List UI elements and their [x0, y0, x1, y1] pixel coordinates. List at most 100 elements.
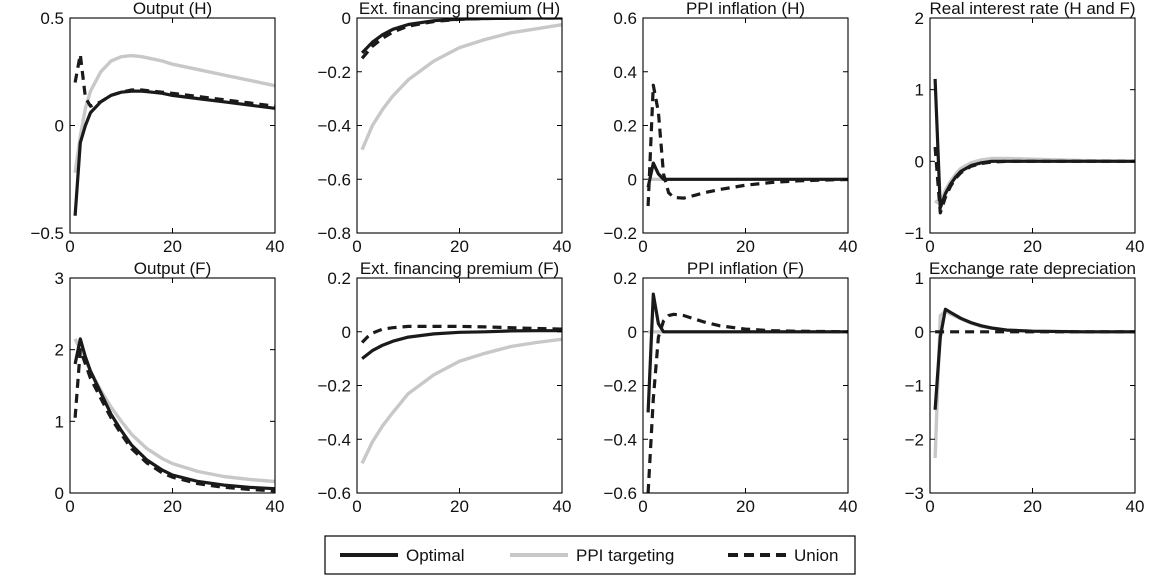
series-line-optimal: [73, 89, 275, 216]
series-line-union: [360, 324, 562, 344]
series-group: [73, 337, 275, 493]
x-tick-label: 40: [839, 237, 858, 256]
x-tick-label: 0: [65, 237, 74, 256]
panel-title: Ext. financing premium (H): [359, 0, 560, 18]
series-group: [73, 52, 275, 216]
y-tick-label: 0: [342, 9, 351, 28]
y-tick-label: −0.4: [317, 117, 351, 136]
axes-frame: [356, 17, 563, 234]
series-line-optimal: [933, 78, 1135, 210]
x-tick-label: 40: [553, 497, 572, 516]
series-line-optimal: [933, 307, 1135, 410]
y-tick-label: 0.6: [613, 9, 637, 28]
axes-frame: [642, 17, 849, 234]
series-group: [360, 18, 562, 151]
y-tick-label: −0.8: [317, 224, 351, 243]
y-tick-label: −0.6: [603, 484, 637, 503]
x-tick-label: 0: [352, 237, 361, 256]
y-tick-label: 3: [55, 269, 64, 288]
y-tick-label: 0.5: [40, 9, 64, 28]
x-tick-label: 40: [839, 497, 858, 516]
x-tick-label: 20: [450, 237, 469, 256]
y-tick-label: 0: [628, 170, 637, 189]
x-tick-label: 40: [266, 237, 285, 256]
panel-title: Output (H): [133, 0, 212, 18]
y-tick-label: −0.4: [317, 430, 351, 449]
series-line-ppi-targeting: [73, 338, 275, 484]
axes-frame: [642, 277, 849, 494]
panel-7: 0 20 40 −0.6 −0.4 −0.2 0 0.2 PPI inflation (F): [603, 259, 857, 516]
y-tick-label: 0: [55, 117, 64, 136]
y-tick-label: −1: [905, 224, 924, 243]
x-tick-label: 20: [163, 497, 182, 516]
series-group: [933, 78, 1135, 215]
x-tick-label: 20: [736, 237, 755, 256]
panel-title: PPI inflation (F): [687, 259, 804, 278]
y-tick-label: 0: [915, 152, 924, 171]
y-tick-label: −1: [905, 377, 924, 396]
x-tick-label: 0: [925, 237, 934, 256]
axes-frame: [69, 17, 276, 234]
y-tick-label: 2: [915, 9, 924, 28]
panel-6: 0 20 40 −0.6 −0.4 −0.2 0 0.2 Ext. financing prem…: [317, 259, 571, 516]
panel-title: Real interest rate (H and F): [930, 0, 1136, 18]
legend: Optimal PPI targeting Union: [324, 535, 856, 575]
x-tick-label: 40: [1126, 497, 1145, 516]
y-tick-label: −0.4: [603, 430, 637, 449]
x-tick-label: 20: [736, 497, 755, 516]
y-tick-label: −0.2: [317, 377, 351, 396]
series-line-union: [360, 18, 562, 60]
legend-label-optimal: Optimal: [406, 546, 465, 565]
series-line-union: [646, 312, 848, 493]
y-tick-label: 0: [628, 323, 637, 342]
x-tick-label: 20: [450, 497, 469, 516]
panel-title: PPI inflation (H): [686, 0, 805, 18]
series-line-ppi-targeting: [360, 337, 562, 465]
x-tick-label: 0: [638, 237, 647, 256]
series-line-union: [73, 348, 275, 493]
series-line-union: [646, 83, 848, 207]
legend-label-ppi-targeting: PPI targeting: [576, 546, 674, 565]
series-group: [646, 292, 848, 493]
y-tick-label: 2: [55, 341, 64, 360]
series-line-ppi-targeting: [73, 53, 275, 174]
y-tick-label: −2: [905, 430, 924, 449]
x-tick-label: 40: [553, 237, 572, 256]
series-line-union: [933, 146, 1135, 215]
axes-frame: [356, 277, 563, 494]
y-tick-label: −0.5: [30, 224, 64, 243]
panel-8: 0 20 40 −3 −2 −1 0 1 Exchange rate depreciation: [905, 259, 1145, 516]
series-line-union: [73, 52, 275, 108]
y-tick-label: −0.2: [603, 377, 637, 396]
series-group: [360, 324, 562, 465]
legend-label-union: Union: [794, 546, 838, 565]
y-tick-label: −0.6: [317, 484, 351, 503]
y-tick-label: 1: [915, 269, 924, 288]
y-tick-label: 0: [915, 323, 924, 342]
series-group: [646, 83, 848, 207]
x-tick-label: 0: [352, 497, 361, 516]
y-tick-label: 1: [915, 81, 924, 100]
series-line-optimal: [361, 329, 562, 360]
x-tick-label: 40: [1126, 237, 1145, 256]
series-line-ppi-targeting: [360, 23, 562, 151]
panel-2: 0 20 40 −0.8 −0.6 −0.4 −0.2 0 Ext. financing pre…: [317, 0, 571, 256]
series-line-ppi-targeting: [934, 156, 1135, 206]
x-tick-label: 20: [163, 237, 182, 256]
y-tick-label: 0: [342, 323, 351, 342]
panel-title: Output (F): [134, 259, 211, 278]
x-tick-label: 40: [266, 497, 285, 516]
y-tick-label: 1: [55, 412, 64, 431]
y-tick-label: −0.2: [603, 224, 637, 243]
panel-title: Exchange rate depreciation: [929, 259, 1136, 278]
series-line-optimal: [646, 292, 848, 413]
y-tick-label: 0: [55, 484, 64, 503]
y-tick-label: 0.2: [613, 117, 637, 136]
x-tick-label: 0: [65, 497, 74, 516]
series-group: [933, 307, 1135, 459]
